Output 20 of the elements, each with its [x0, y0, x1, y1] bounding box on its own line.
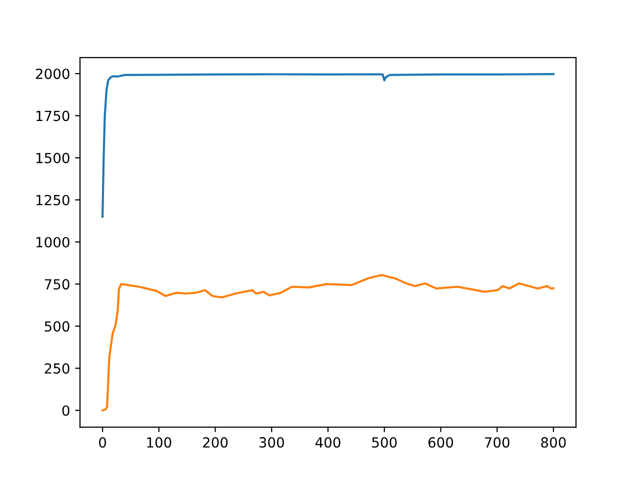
x-tick-label: 700: [484, 437, 510, 448]
x-tick-label: 500: [372, 437, 397, 448]
x-tick-label: 400: [315, 437, 340, 448]
y-tick-label: 1500: [36, 152, 70, 164]
x-tick-label: 800: [541, 437, 566, 448]
line-series: [102, 73, 554, 218]
x-tick-label: 300: [259, 437, 284, 448]
x-tick-label: 0: [99, 437, 106, 448]
y-tick-label: 0: [62, 405, 70, 416]
x-tick-label: 200: [203, 437, 228, 448]
y-tick-label: 2000: [36, 68, 70, 80]
y-tick-label: 500: [44, 321, 70, 332]
line-series: [102, 274, 554, 412]
y-tick-label: 750: [44, 279, 70, 290]
y-tick-label: 250: [44, 363, 70, 374]
y-tick-label: 1250: [36, 194, 70, 206]
y-tick-label: 1000: [36, 236, 70, 248]
x-tick-label: 100: [147, 437, 172, 448]
x-tick-label: 600: [428, 437, 454, 448]
y-tick-label: 1750: [36, 110, 70, 122]
